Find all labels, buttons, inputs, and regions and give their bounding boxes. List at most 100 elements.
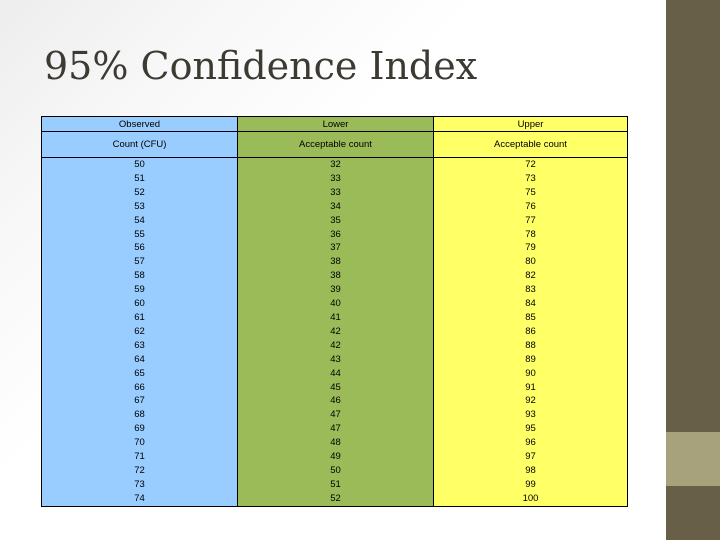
subheader-count-cfu: Count (CFU) <box>41 131 238 158</box>
table-row: 50 32 72 <box>41 156 628 172</box>
cell-observed: 53 <box>41 199 238 214</box>
cell-upper: 90 <box>433 366 628 381</box>
table-row: 51 33 73 <box>41 171 628 186</box>
table-row: 74 52 100 <box>41 491 628 507</box>
cell-lower: 38 <box>237 255 434 270</box>
cell-lower: 35 <box>237 213 434 228</box>
cell-observed: 63 <box>41 338 238 353</box>
cell-lower: 36 <box>237 227 434 242</box>
cell-observed: 62 <box>41 324 238 339</box>
table-row: 52 33 75 <box>41 185 628 200</box>
table-row: 59 39 83 <box>41 283 628 298</box>
cell-observed: 71 <box>41 450 238 464</box>
table-row: 55 36 78 <box>41 227 628 242</box>
cell-observed: 68 <box>41 408 238 423</box>
cell-lower: 48 <box>237 436 434 451</box>
cell-lower: 32 <box>237 156 434 172</box>
table-row: 68 47 93 <box>41 408 628 423</box>
cell-upper: 86 <box>433 324 628 339</box>
cell-lower: 33 <box>237 171 434 186</box>
cell-observed: 52 <box>41 185 238 200</box>
cell-lower: 39 <box>237 283 434 298</box>
table-row: 62 42 86 <box>41 324 628 339</box>
cell-observed: 59 <box>41 283 238 298</box>
table-row: 65 44 90 <box>41 366 628 381</box>
cell-upper: 92 <box>433 394 628 409</box>
cell-observed: 60 <box>41 297 238 311</box>
header-upper: Upper <box>433 116 628 132</box>
table-row: 73 51 99 <box>41 477 628 492</box>
cell-upper: 73 <box>433 171 628 186</box>
cell-observed: 74 <box>41 491 238 507</box>
cell-observed: 69 <box>41 422 238 437</box>
cell-lower: 47 <box>237 408 434 423</box>
table-row: 69 47 95 <box>41 422 628 437</box>
table-row: 67 46 92 <box>41 394 628 409</box>
cell-upper: 99 <box>433 477 628 492</box>
cell-lower: 46 <box>237 394 434 409</box>
cell-observed: 50 <box>41 156 238 172</box>
cell-lower: 47 <box>237 422 434 437</box>
cell-lower: 34 <box>237 199 434 214</box>
subheader-lower-acceptable: Acceptable count <box>237 131 434 158</box>
cell-upper: 91 <box>433 380 628 395</box>
cell-upper: 79 <box>433 241 628 256</box>
cell-upper: 95 <box>433 422 628 437</box>
cell-upper: 77 <box>433 213 628 228</box>
cell-lower: 42 <box>237 338 434 353</box>
cell-observed: 65 <box>41 366 238 381</box>
cell-observed: 72 <box>41 463 238 478</box>
cell-upper: 96 <box>433 436 628 451</box>
header-lower: Lower <box>237 116 434 132</box>
cell-upper: 80 <box>433 255 628 270</box>
header-observed: Observed <box>41 116 238 132</box>
cell-upper: 72 <box>433 156 628 172</box>
cell-upper: 78 <box>433 227 628 242</box>
subheader-row: Count (CFU) Acceptable count Acceptable … <box>41 131 628 158</box>
table-row: 53 34 76 <box>41 199 628 214</box>
cell-lower: 51 <box>237 477 434 492</box>
table-row: 66 45 91 <box>41 380 628 395</box>
table-row: 64 43 89 <box>41 352 628 367</box>
table-row: 61 41 85 <box>41 310 628 325</box>
cell-observed: 73 <box>41 477 238 492</box>
table-row: 60 40 84 <box>41 297 628 311</box>
cell-observed: 58 <box>41 269 238 284</box>
table-row: 71 49 97 <box>41 450 628 464</box>
table-row: 72 50 98 <box>41 463 628 478</box>
cell-observed: 56 <box>41 241 238 256</box>
cell-lower: 37 <box>237 241 434 256</box>
cell-upper: 88 <box>433 338 628 353</box>
cell-observed: 51 <box>41 171 238 186</box>
table-row: 54 35 77 <box>41 213 628 228</box>
cell-upper: 84 <box>433 297 628 311</box>
cell-lower: 33 <box>237 185 434 200</box>
table-row: 63 42 88 <box>41 338 628 353</box>
cell-observed: 54 <box>41 213 238 228</box>
cell-observed: 64 <box>41 352 238 367</box>
subheader-upper-acceptable: Acceptable count <box>433 131 628 158</box>
cell-upper: 82 <box>433 269 628 284</box>
cell-lower: 43 <box>237 352 434 367</box>
cell-upper: 97 <box>433 450 628 464</box>
slide-title: 95% Confidence Index <box>44 44 478 88</box>
decorative-sidebar-accent <box>666 432 720 486</box>
header-row: Observed Lower Upper <box>41 116 628 132</box>
cell-upper: 76 <box>433 199 628 214</box>
cell-observed: 66 <box>41 380 238 395</box>
cell-observed: 67 <box>41 394 238 409</box>
cell-observed: 57 <box>41 255 238 270</box>
cell-lower: 42 <box>237 324 434 339</box>
cell-observed: 70 <box>41 436 238 451</box>
cell-upper: 89 <box>433 352 628 367</box>
cell-observed: 55 <box>41 227 238 242</box>
cell-lower: 41 <box>237 310 434 325</box>
confidence-index-table: Observed Lower Upper Count (CFU) Accepta… <box>41 116 628 507</box>
cell-upper: 100 <box>433 491 628 507</box>
cell-observed: 61 <box>41 310 238 325</box>
cell-upper: 75 <box>433 185 628 200</box>
cell-lower: 38 <box>237 269 434 284</box>
table-row: 70 48 96 <box>41 436 628 451</box>
cell-lower: 40 <box>237 297 434 311</box>
cell-upper: 85 <box>433 310 628 325</box>
